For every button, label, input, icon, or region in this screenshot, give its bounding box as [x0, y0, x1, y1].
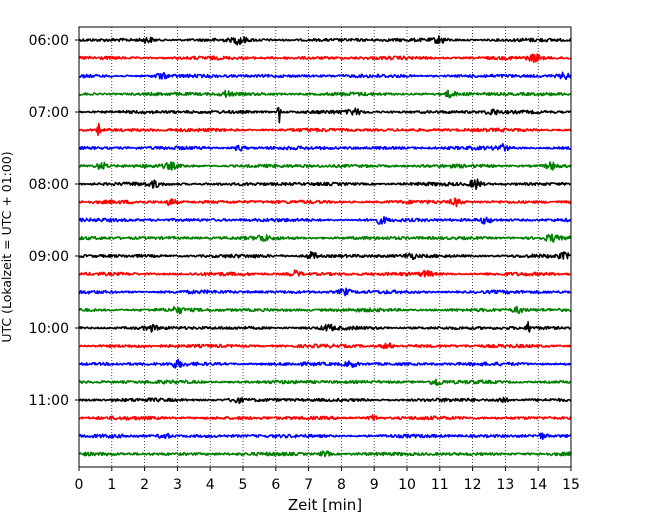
trace-1000 [78, 321, 572, 333]
x-tick-label: 8 [337, 477, 346, 493]
x-tick-label: 1 [107, 477, 116, 493]
x-tick-label: 10 [398, 477, 416, 493]
x-tick-label: 11 [431, 477, 449, 493]
x-tick-label: 14 [529, 477, 547, 493]
x-tick-label: 3 [173, 477, 182, 493]
y-axis-label: UTC (Lokalzeit = UTC + 01:00) [0, 151, 14, 342]
trace-0630 [78, 71, 572, 81]
trace-0830 [78, 215, 572, 225]
trace-1015 [78, 342, 572, 350]
trace-1100 [78, 396, 572, 404]
trace-1030 [78, 358, 572, 369]
trace-0615 [78, 53, 572, 64]
trace-1115 [78, 414, 572, 422]
x-tick-label: 12 [464, 477, 482, 493]
trace-0800 [78, 178, 572, 190]
x-tick-label: 5 [239, 477, 248, 493]
grid-lines [111, 27, 539, 467]
x-tick-label: 13 [496, 477, 514, 493]
trace-0845 [78, 233, 572, 243]
trace-0715 [78, 122, 572, 137]
trace-0930 [78, 287, 572, 297]
x-axis: 0 1 2 3 4 5 6 7 8 9 10 11 12 13 14 15 [75, 467, 580, 493]
trace-0900 [78, 250, 572, 261]
trace-1145 [78, 450, 572, 458]
trace-0700 [78, 106, 572, 124]
traces [78, 35, 572, 458]
y-tick-label: 08:00 [29, 177, 69, 193]
trace-0645 [78, 89, 572, 99]
y-axis: 06:00 07:00 08:00 09:00 10:00 11:00 [29, 33, 79, 409]
plot-frame [78, 26, 572, 468]
x-tick-label: 2 [140, 477, 149, 493]
trace-0600 [78, 35, 572, 46]
trace-0915 [78, 269, 572, 278]
x-tick-label: 0 [75, 477, 84, 493]
x-tick-label: 6 [271, 477, 280, 493]
trace-1045 [78, 378, 572, 386]
trace-0945 [78, 305, 572, 315]
y-tick-label: 09:00 [29, 249, 69, 265]
x-tick-label: 7 [304, 477, 313, 493]
x-axis-label: Zeit [min] [288, 496, 362, 514]
x-tick-label: 9 [370, 477, 379, 493]
y-tick-label: 11:00 [29, 393, 69, 409]
trace-0815 [78, 197, 572, 208]
x-tick-label: 15 [562, 477, 580, 493]
y-tick-label: 10:00 [29, 321, 69, 337]
trace-0730 [78, 143, 572, 152]
x-tick-label: 4 [206, 477, 215, 493]
y-tick-label: 07:00 [29, 105, 69, 121]
trace-0745 [78, 161, 572, 171]
y-tick-label: 06:00 [29, 33, 69, 49]
trace-1130 [78, 432, 572, 441]
